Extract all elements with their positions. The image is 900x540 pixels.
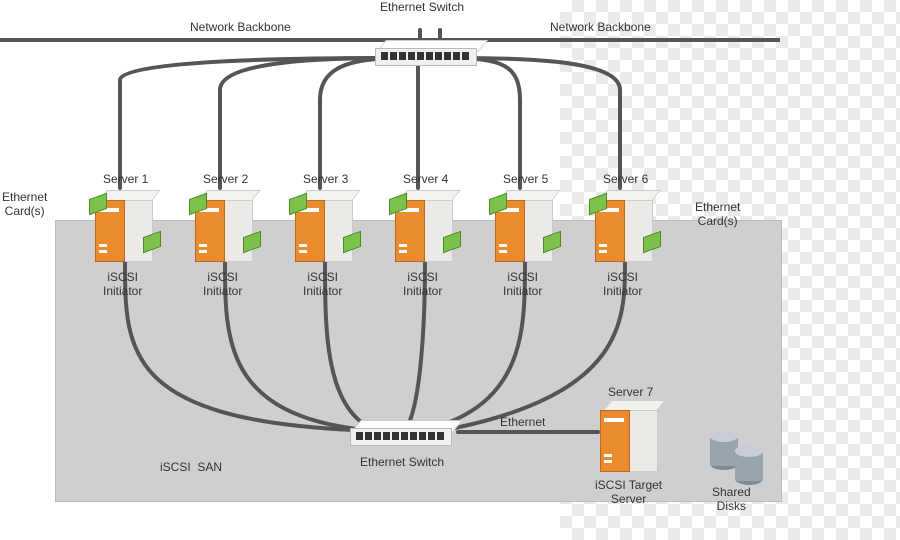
- server-1-sublabel: iSCSI Initiator: [103, 270, 142, 298]
- ethernet-cards-right-label: Ethernet Card(s): [695, 200, 740, 228]
- shared-disks-label: Shared Disks: [712, 485, 751, 513]
- ethernet-switch-bottom-label: Ethernet Switch: [360, 455, 444, 469]
- ethernet-switch-top: [375, 40, 485, 64]
- network-backbone-left-label: Network Backbone: [190, 20, 291, 34]
- server-6-title: Server 6: [603, 172, 648, 186]
- iscsi-san-title: iSCSI SAN: [160, 460, 222, 474]
- ethernet-cards-left-label: Ethernet Card(s): [2, 190, 47, 218]
- ethernet-link-label: Ethernet: [500, 415, 545, 429]
- server-3-sublabel: iSCSI Initiator: [303, 270, 342, 298]
- server-7-title: Server 7: [608, 385, 653, 399]
- server-1-title: Server 1: [103, 172, 148, 186]
- server-4-sublabel: iSCSI Initiator: [403, 270, 442, 298]
- server-6-sublabel: iSCSI Initiator: [603, 270, 642, 298]
- iscsi-target-server-label: iSCSI Target Server: [595, 478, 662, 506]
- ethernet-switch-bottom: [350, 420, 460, 444]
- server-4-title: Server 4: [403, 172, 448, 186]
- server-5-sublabel: iSCSI Initiator: [503, 270, 542, 298]
- server-2-title: Server 2: [203, 172, 248, 186]
- server-2-sublabel: iSCSI Initiator: [203, 270, 242, 298]
- shared-disk-2: [735, 445, 763, 481]
- shared-disk-1: [710, 430, 738, 466]
- server-5-title: Server 5: [503, 172, 548, 186]
- server-7: [600, 400, 660, 470]
- server-3-title: Server 3: [303, 172, 348, 186]
- network-backbone-right-label: Network Backbone: [550, 20, 651, 34]
- ethernet-switch-top-label: Ethernet Switch: [380, 0, 464, 14]
